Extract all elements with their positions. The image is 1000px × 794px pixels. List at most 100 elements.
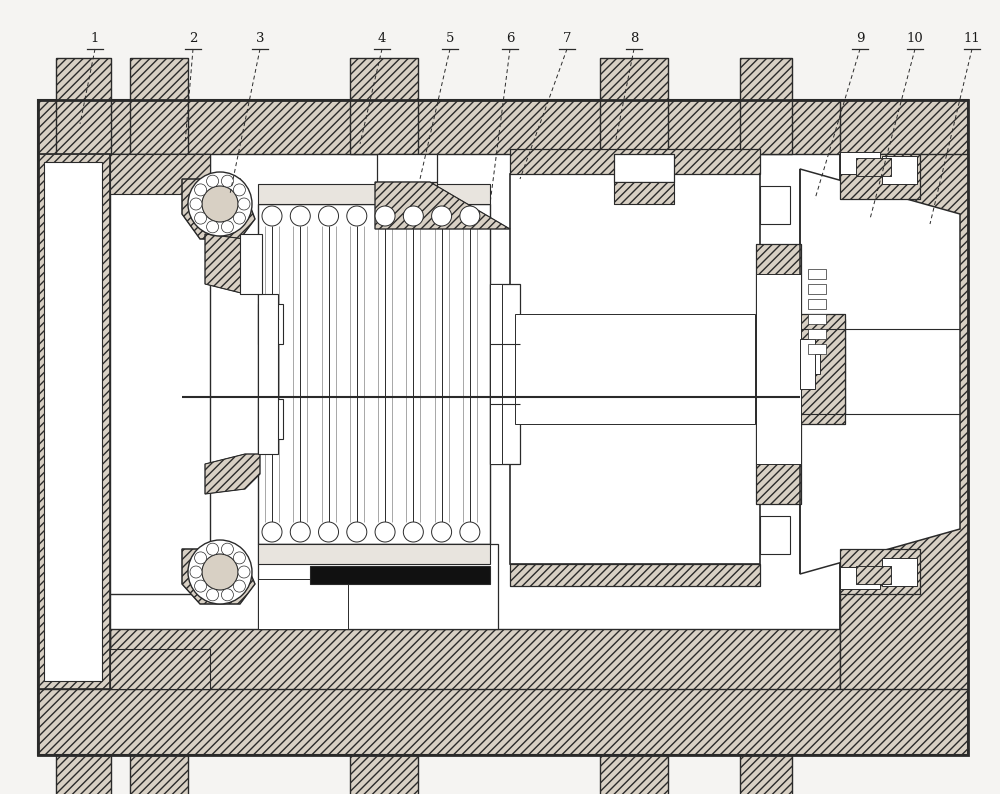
Bar <box>614 182 674 204</box>
Circle shape <box>207 589 219 601</box>
Circle shape <box>319 522 339 542</box>
Bar <box>760 516 790 554</box>
Circle shape <box>207 543 219 555</box>
Circle shape <box>221 175 233 187</box>
Bar <box>110 629 840 689</box>
Bar <box>110 649 210 689</box>
Text: 2: 2 <box>189 33 197 45</box>
Bar <box>800 314 845 424</box>
Bar <box>840 154 968 689</box>
Bar <box>56 755 111 794</box>
Bar <box>840 549 920 594</box>
Bar <box>377 182 437 204</box>
Bar <box>840 152 880 174</box>
Bar <box>130 755 188 794</box>
Circle shape <box>195 184 207 196</box>
Circle shape <box>238 566 250 578</box>
Bar <box>110 100 840 154</box>
Bar <box>130 58 188 154</box>
Text: 1: 1 <box>91 33 99 45</box>
Polygon shape <box>182 549 255 604</box>
Bar <box>56 58 111 154</box>
Text: 7: 7 <box>563 33 571 45</box>
Polygon shape <box>205 454 260 494</box>
Bar <box>350 755 418 794</box>
Bar <box>756 274 801 464</box>
Bar <box>110 629 840 689</box>
Bar <box>56 755 111 794</box>
Bar <box>856 566 891 584</box>
Circle shape <box>233 552 245 564</box>
Bar <box>240 234 262 294</box>
Bar <box>38 154 110 689</box>
Bar <box>38 154 110 689</box>
Circle shape <box>195 552 207 564</box>
Bar <box>258 304 283 344</box>
Polygon shape <box>205 234 260 294</box>
Bar <box>377 154 437 182</box>
Bar <box>882 558 917 586</box>
Bar <box>130 755 188 794</box>
Bar <box>110 154 210 194</box>
Text: 4: 4 <box>378 33 386 45</box>
Bar <box>258 184 490 204</box>
Bar <box>756 244 801 504</box>
Bar <box>840 549 920 594</box>
Bar <box>756 244 801 504</box>
Bar <box>614 154 674 182</box>
Circle shape <box>375 522 395 542</box>
Circle shape <box>221 589 233 601</box>
Circle shape <box>190 198 202 210</box>
Bar <box>808 329 826 339</box>
Bar <box>740 58 792 154</box>
Circle shape <box>319 206 339 226</box>
Circle shape <box>290 206 310 226</box>
Bar <box>882 156 917 184</box>
Circle shape <box>403 522 423 542</box>
Bar <box>258 544 498 629</box>
Bar <box>258 579 348 629</box>
Bar <box>110 649 210 689</box>
Circle shape <box>221 543 233 555</box>
Bar <box>800 354 820 374</box>
Bar <box>38 100 968 755</box>
Bar <box>856 158 891 176</box>
Circle shape <box>432 522 452 542</box>
Bar <box>840 154 920 199</box>
Bar <box>600 755 668 794</box>
Bar <box>258 294 278 454</box>
Bar <box>600 755 668 794</box>
Circle shape <box>207 175 219 187</box>
Bar <box>600 58 668 154</box>
Circle shape <box>190 566 202 578</box>
Bar <box>56 58 111 154</box>
Bar <box>350 58 418 154</box>
Circle shape <box>262 522 282 542</box>
Bar <box>510 564 760 586</box>
Bar <box>110 154 210 194</box>
Circle shape <box>233 184 245 196</box>
Circle shape <box>432 206 452 226</box>
Bar <box>510 149 760 174</box>
Bar <box>110 154 840 689</box>
Bar <box>38 154 110 689</box>
Bar <box>840 154 968 689</box>
Bar <box>800 319 845 414</box>
Bar <box>377 182 437 204</box>
Circle shape <box>195 212 207 224</box>
Bar <box>760 186 790 224</box>
Circle shape <box>238 198 250 210</box>
Bar <box>110 100 840 154</box>
Bar <box>310 566 490 584</box>
Bar <box>840 154 920 199</box>
Bar <box>510 564 760 586</box>
Bar <box>800 314 845 424</box>
Circle shape <box>347 206 367 226</box>
Bar <box>38 100 968 755</box>
Bar <box>740 58 792 154</box>
Bar <box>808 314 826 324</box>
Circle shape <box>403 206 423 226</box>
Bar <box>808 299 826 309</box>
Bar <box>740 755 792 794</box>
Bar <box>490 284 502 464</box>
